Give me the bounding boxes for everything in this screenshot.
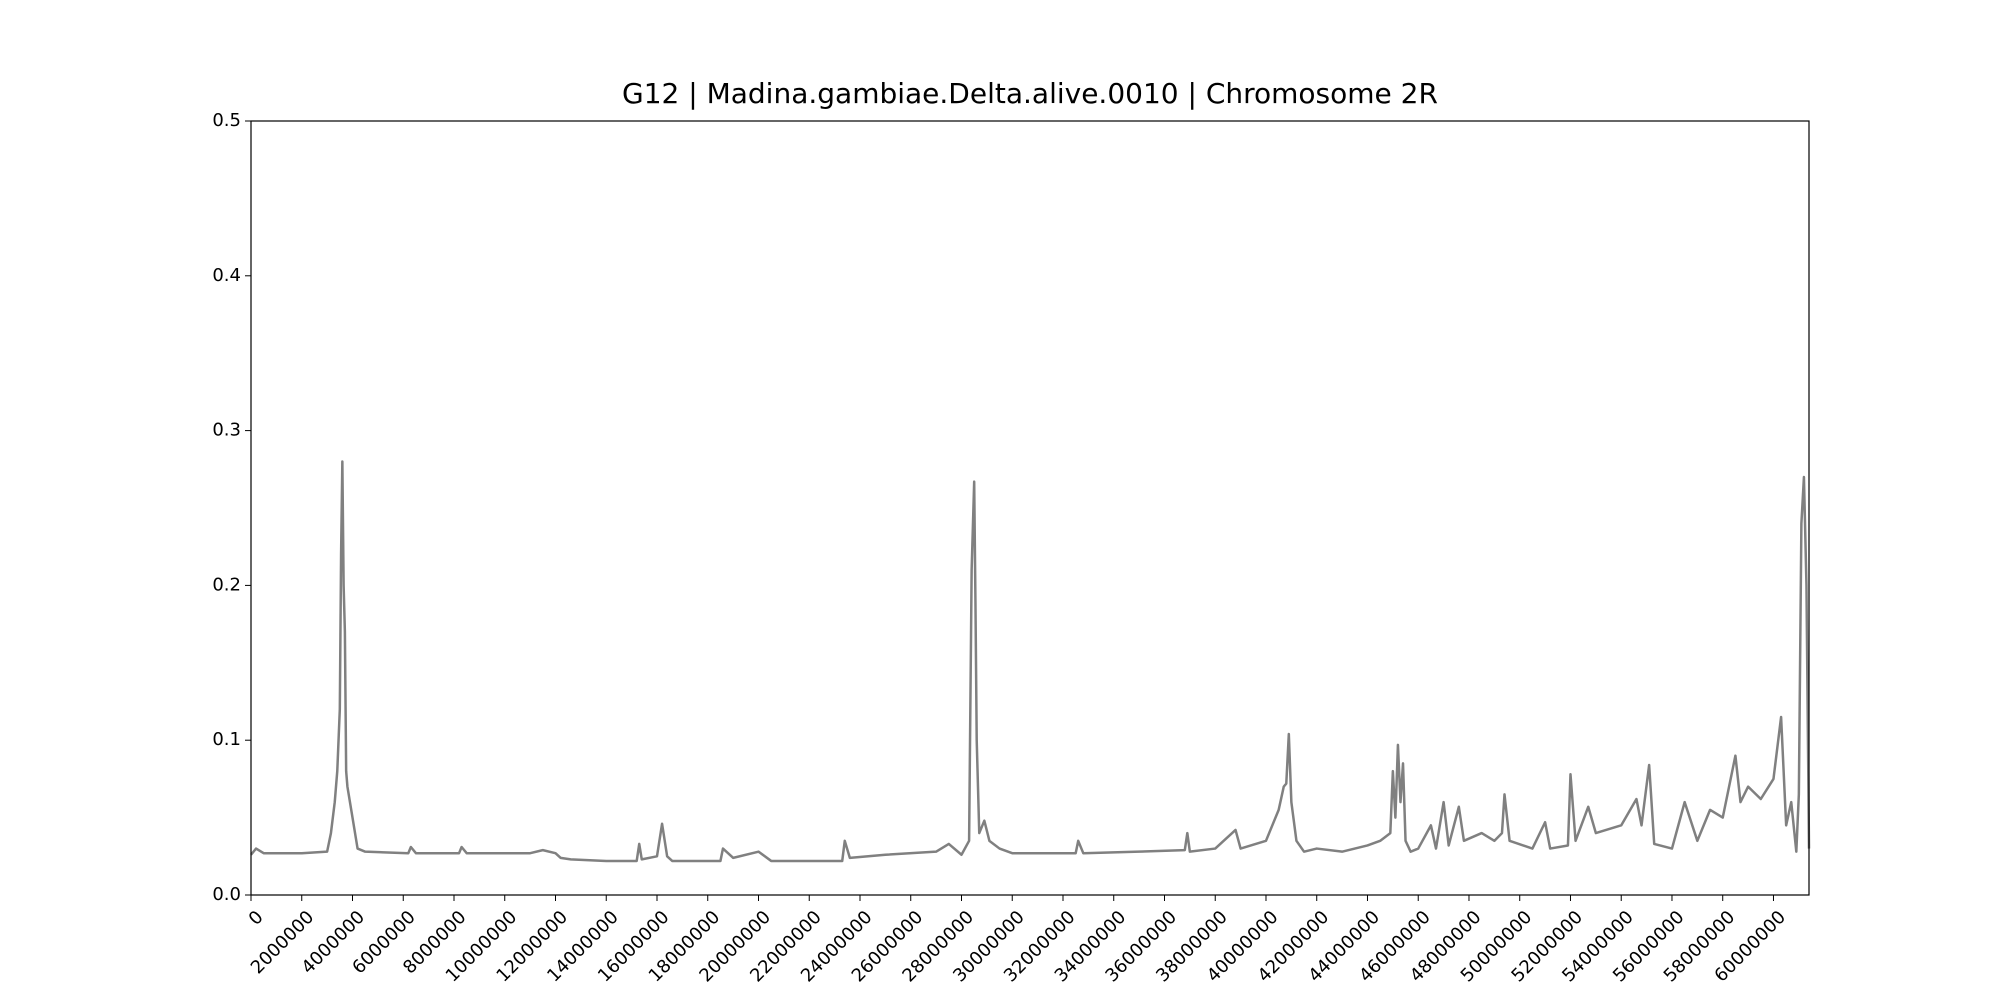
y-tick-label: 0.0 bbox=[212, 884, 241, 905]
data-line bbox=[250, 460, 1811, 863]
y-tick-label: 0.3 bbox=[212, 420, 241, 441]
y-tick-label: 0.2 bbox=[212, 574, 241, 595]
y-tick-label: 0.1 bbox=[212, 729, 241, 750]
x-tick-label: 0 bbox=[245, 907, 268, 930]
y-tick-label: 0.4 bbox=[212, 265, 241, 286]
plot-frame bbox=[250, 120, 1810, 896]
y-tick-label: 0.5 bbox=[212, 110, 241, 131]
chart-title: G12 | Madina.gambiae.Delta.alive.0010 | … bbox=[622, 77, 1438, 110]
